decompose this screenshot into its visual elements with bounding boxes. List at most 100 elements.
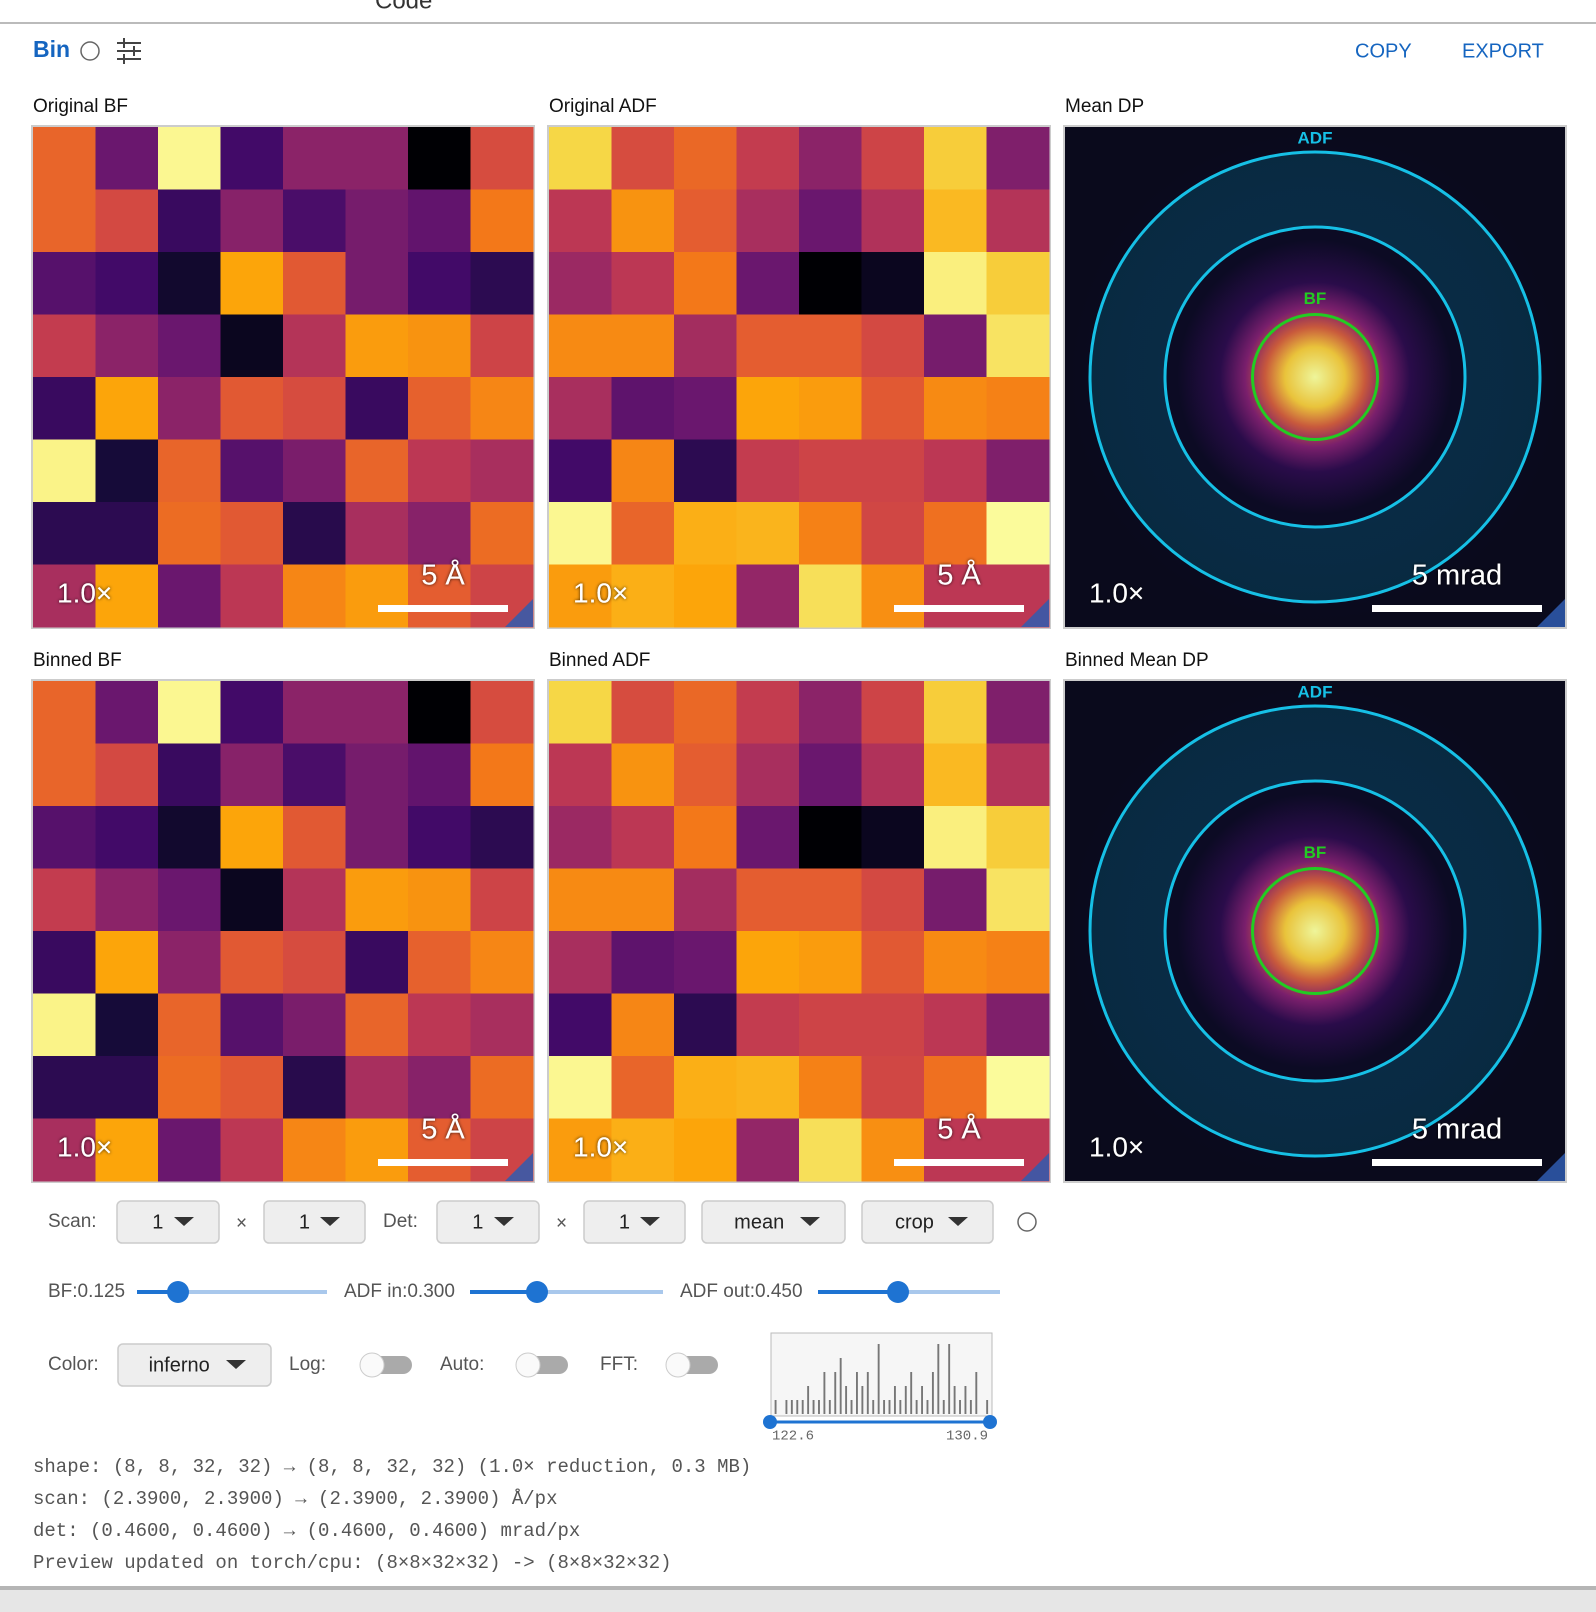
image-frame	[1063, 679, 1567, 1183]
times: ×	[556, 1213, 567, 1234]
histogram-bar	[839, 1358, 842, 1414]
heatmap-cell	[736, 993, 800, 1057]
heatmap-cell	[861, 502, 925, 565]
heatmap-cell	[674, 931, 737, 994]
zoom-label: 1.0×	[1089, 577, 1144, 608]
heatmap-cell	[861, 806, 925, 869]
heatmap-cell	[220, 314, 284, 378]
heatmap-cell	[799, 806, 862, 869]
heatmap-cell	[986, 868, 1050, 932]
histogram-bar	[910, 1372, 913, 1414]
heatmap-cell	[158, 681, 221, 744]
heatmap-cell	[33, 252, 96, 315]
heatmap-cell	[986, 502, 1050, 565]
histogram-bar	[812, 1400, 815, 1414]
heatmap-cell	[470, 314, 534, 378]
heatmap-cell	[95, 868, 159, 932]
heatmap-cell	[924, 993, 987, 1057]
heatmap-cell	[408, 314, 471, 378]
heatmap-cell	[345, 806, 409, 869]
heatmap-cell	[611, 564, 675, 628]
heatmap-cell	[33, 868, 96, 932]
dropdown-arrow	[948, 1217, 968, 1226]
heatmap-cell	[986, 189, 1050, 253]
dropdown[interactable]	[116, 1200, 220, 1244]
slider-thumb[interactable]	[167, 1281, 189, 1303]
heatmap-cell	[220, 743, 284, 807]
heatmap-cell	[549, 1118, 612, 1182]
histogram-bar	[845, 1386, 848, 1414]
heatmap-cell	[33, 681, 96, 744]
heatmap-cell	[986, 681, 1050, 744]
histogram-bar	[959, 1400, 961, 1414]
scale-label: 5 Å	[421, 1113, 465, 1146]
dropdown-arrow	[320, 1217, 340, 1226]
heatmap-cell	[736, 681, 800, 744]
heatmap-cell	[220, 868, 284, 932]
histogram-bar	[856, 1372, 858, 1414]
heatmap-cell	[674, 564, 737, 628]
status-bar	[0, 1588, 1596, 1612]
tool-title: Bin	[33, 36, 70, 62]
header-action: EXPORT	[1462, 40, 1544, 62]
info-icon[interactable]	[80, 41, 100, 61]
heatmap-cell	[986, 314, 1050, 378]
histogram-bar	[888, 1400, 891, 1414]
dropdown[interactable]	[436, 1200, 540, 1244]
heatmap-cell	[986, 743, 1050, 807]
dropdown-value: 1	[472, 1211, 483, 1233]
heatmap-cell	[736, 377, 800, 440]
heatmap-cell	[549, 743, 612, 807]
heatmap-cell	[470, 252, 534, 315]
heatmap-cell	[345, 868, 409, 932]
heatmap-cell	[674, 189, 737, 253]
heatmap-cell	[986, 439, 1050, 503]
heatmap-cell	[736, 806, 800, 869]
histogram-bar	[872, 1400, 875, 1414]
info-icon[interactable]	[1017, 1212, 1037, 1232]
scale-label: 5 mrad	[1412, 560, 1502, 592]
heatmap-cell	[95, 1118, 159, 1182]
panel-title: Binned ADF	[549, 650, 650, 671]
heatmap-cell	[283, 189, 346, 253]
heatmap-cell	[861, 564, 925, 628]
range-thumb[interactable]	[983, 1415, 997, 1429]
heatmap-cell	[408, 564, 471, 628]
dropdown[interactable]	[583, 1200, 686, 1244]
heatmap-cell	[611, 868, 675, 932]
header-action: COPY	[1355, 40, 1412, 62]
range-thumb[interactable]	[763, 1415, 777, 1429]
heatmap-cell	[924, 564, 987, 628]
heatmap-cell	[549, 564, 612, 628]
dropdown[interactable]	[117, 1343, 272, 1387]
heatmap-cell	[861, 1056, 925, 1119]
heatmap-cell	[158, 189, 221, 253]
histogram-bar	[883, 1400, 886, 1414]
heatmap-cell	[549, 377, 612, 440]
dropdown[interactable]	[861, 1200, 994, 1244]
heatmap-cell	[924, 439, 987, 503]
heatmap-cell	[799, 252, 862, 315]
slider-thumb[interactable]	[887, 1281, 909, 1303]
heatmap-cell	[158, 1056, 221, 1119]
heatmap-cell	[95, 252, 159, 315]
heatmap-cell	[799, 1056, 862, 1119]
dropdown[interactable]	[701, 1200, 846, 1244]
heatmap-cell	[470, 502, 534, 565]
slider-thumb[interactable]	[526, 1281, 548, 1303]
heatmap-cell	[470, 189, 534, 253]
heatmap-cell	[345, 1056, 409, 1119]
heatmap-cell	[95, 314, 159, 378]
heatmap-cell	[736, 868, 800, 932]
heatmap-cell	[611, 252, 675, 315]
heatmap-cell	[283, 931, 346, 994]
heatmap-cell	[799, 931, 862, 994]
settings-icon[interactable]	[117, 38, 141, 64]
dropdown[interactable]	[263, 1200, 366, 1244]
heatmap-cell	[33, 806, 96, 869]
heatmap-cell	[408, 1056, 471, 1119]
heatmap-cell	[924, 806, 987, 869]
heatmap-cell	[736, 439, 800, 503]
slider-label: ADF out:0.450	[680, 1281, 803, 1302]
heatmap-cell	[408, 502, 471, 565]
